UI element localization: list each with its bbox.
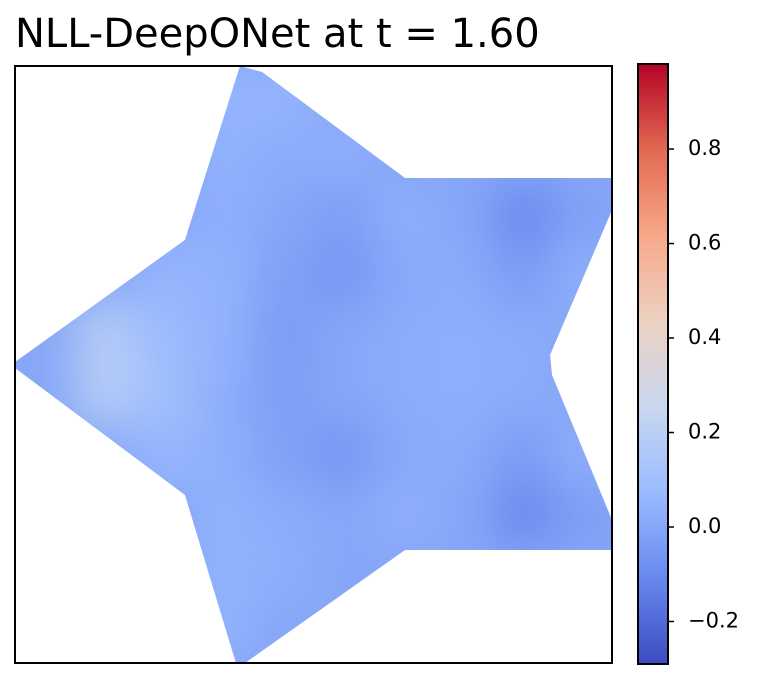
heat-cell (492, 244, 553, 306)
heat-cell (313, 483, 374, 545)
heat-cell (432, 483, 494, 545)
heat-cell (432, 304, 494, 365)
heat-cell (492, 184, 553, 246)
field-cells (74, 66, 612, 663)
colorbar-tick-label: 0.6 (688, 231, 721, 255)
colorbar-tick-label: 0.4 (688, 325, 721, 349)
heat-cell (133, 423, 195, 485)
heat-cell (193, 184, 255, 246)
heat-cell (372, 364, 434, 425)
plot-frame (14, 65, 613, 664)
heat-cell (193, 66, 255, 127)
heat-cell (74, 364, 135, 425)
heat-cell (193, 602, 255, 663)
heat-cell (432, 423, 494, 485)
heat-cell (193, 543, 255, 604)
colorbar (637, 63, 669, 665)
heat-cell (74, 304, 135, 365)
heat-cell (193, 244, 255, 306)
heat-cell (372, 483, 434, 545)
colorbar-tick-label: 0.0 (688, 514, 721, 538)
heat-cell (193, 483, 255, 545)
heat-cell (253, 483, 314, 545)
heat-cell (492, 304, 553, 365)
heat-cell (253, 364, 314, 425)
heat-cell (253, 184, 314, 246)
heat-cell (372, 184, 434, 246)
heat-cell (551, 244, 612, 306)
heat-cell (133, 364, 195, 425)
heat-cell (253, 423, 314, 485)
heat-cell (253, 244, 314, 306)
heat-cell (193, 364, 255, 425)
heat-cell (551, 184, 612, 246)
chart-title: NLL-DeepONet at t = 1.60 (15, 11, 540, 57)
heat-cell (193, 125, 255, 186)
heat-cell (313, 304, 374, 365)
colorbar-tick-label: 0.8 (688, 136, 721, 160)
heat-cell (432, 184, 494, 246)
field (15, 66, 612, 663)
heat-cell (253, 543, 314, 604)
heat-cell (372, 244, 434, 306)
heat-cell (313, 364, 374, 425)
heat-cell (551, 423, 612, 485)
heat-cell (253, 66, 314, 127)
heat-cell (193, 304, 255, 365)
heat-cell (133, 304, 195, 365)
heat-cell (372, 423, 434, 485)
heat-cell (133, 244, 195, 306)
heat-cell (253, 125, 314, 186)
heat-cell (432, 244, 494, 306)
heat-cell (372, 304, 434, 365)
heat-cell (313, 184, 374, 246)
heat-cell (313, 125, 374, 186)
heat-cell (492, 483, 553, 545)
heat-cell (253, 304, 314, 365)
heat-cell (432, 364, 494, 425)
heat-cell (313, 423, 374, 485)
heat-cell (313, 244, 374, 306)
colorbar-tick-label: −0.2 (688, 608, 739, 632)
heat-cell (551, 483, 612, 545)
heat-cell (492, 364, 553, 425)
heat-cell (492, 423, 553, 485)
colorbar-tick-label: 0.2 (688, 420, 721, 444)
heat-cell (193, 423, 255, 485)
